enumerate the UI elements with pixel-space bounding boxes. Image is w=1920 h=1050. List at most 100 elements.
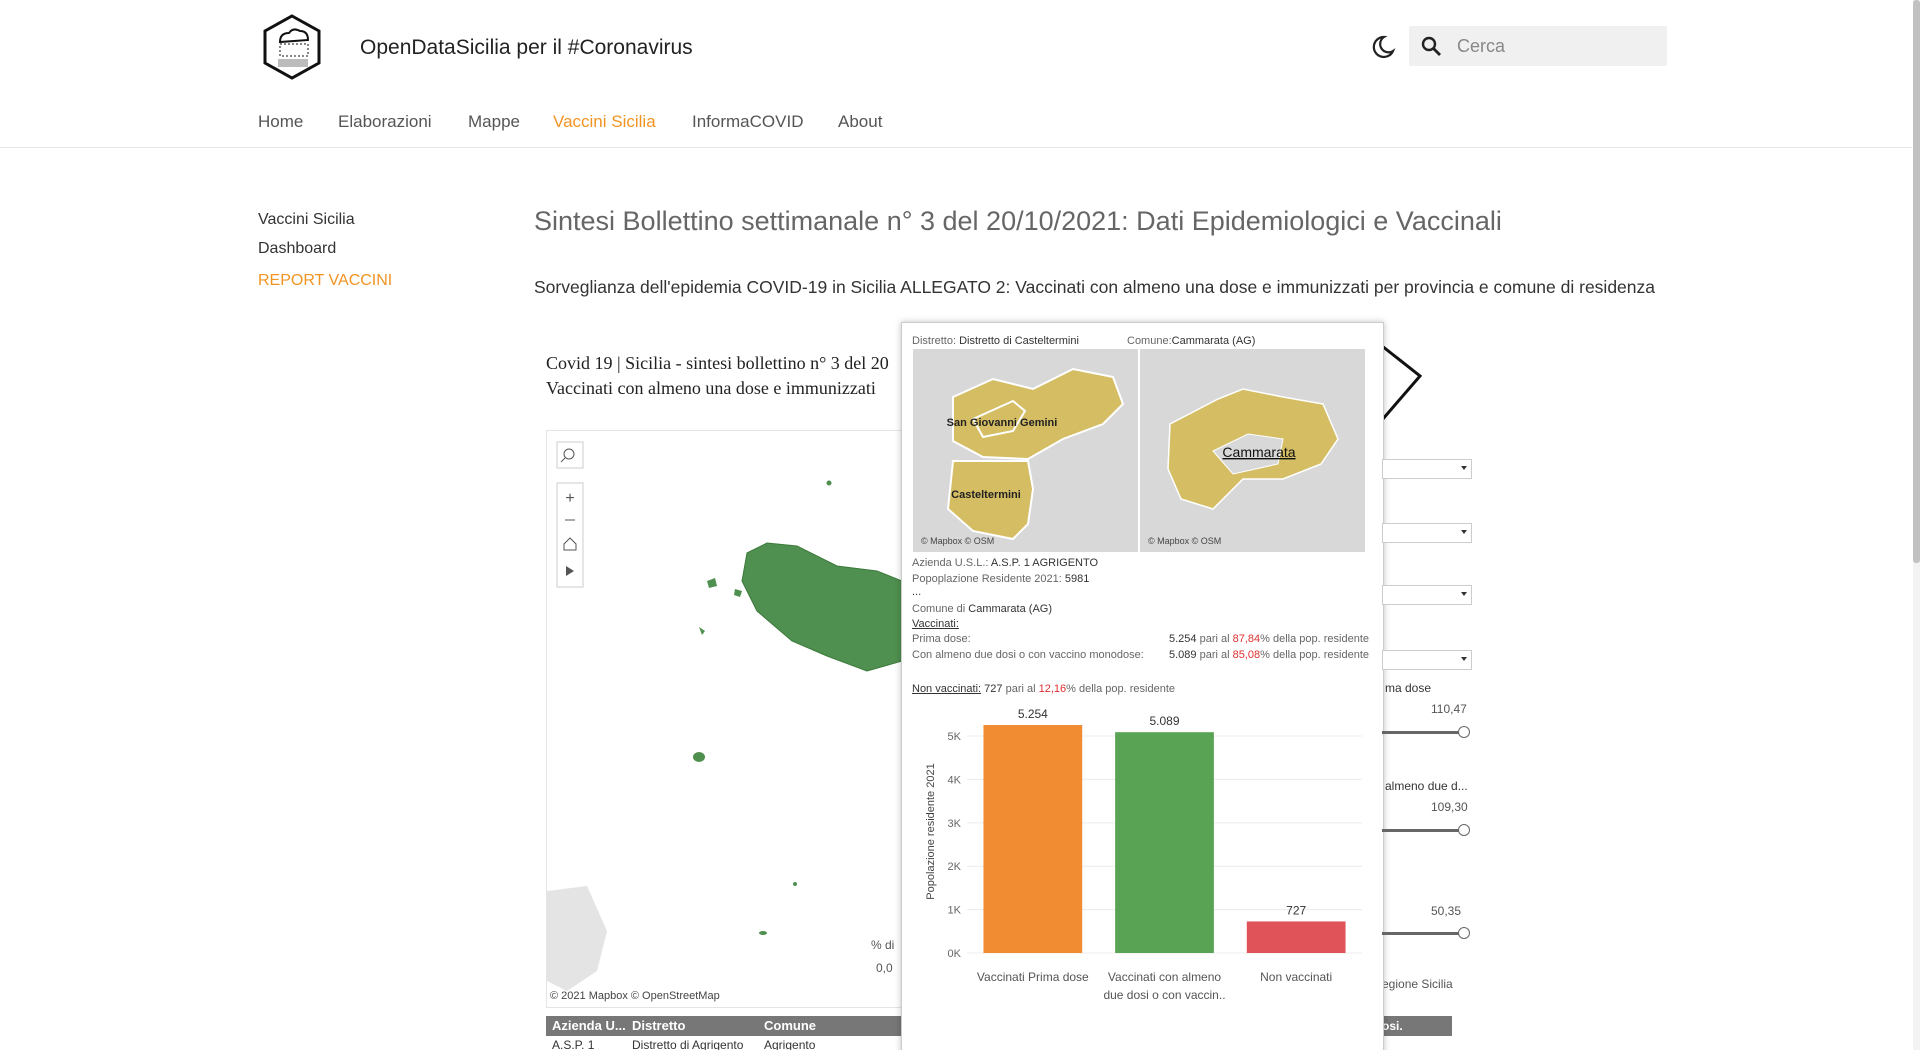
label: Azienda U.S.L.: — [912, 557, 989, 569]
dropdown-arrow — [1461, 530, 1467, 534]
nav-item[interactable]: Home — [258, 112, 304, 131]
map-panel[interactable]: + © 2021 Mapbox © OpenStreetMap % di 0,0 — [546, 430, 903, 1008]
tooltip-row-values: 5.254 pari al 87,84% della pop. resident… — [1169, 633, 1369, 645]
filter-label: almeno due d... — [1385, 779, 1468, 793]
scrollbar[interactable] — [1913, 0, 1920, 1050]
slider-handle[interactable] — [1458, 927, 1470, 939]
count: 727 — [984, 683, 1003, 695]
search-box[interactable]: Cerca — [1409, 26, 1667, 66]
label: Comune di — [912, 603, 966, 615]
label: Popoplazione Residente 2021: — [912, 573, 1062, 585]
value: Cammarata (AG) — [1171, 335, 1256, 347]
dropdown[interactable] — [1382, 650, 1472, 670]
slider-track[interactable] — [1382, 932, 1464, 935]
x-tick-label: Vaccinati Prima dose — [976, 970, 1089, 984]
map-label: Casteltermini — [951, 489, 1021, 501]
sidebar-link[interactable]: Vaccini Sicilia — [258, 211, 355, 228]
article-title: Sintesi Bollettino settimanale n° 3 del … — [534, 206, 1502, 236]
sidebar-link[interactable]: REPORT VACCINI — [258, 272, 393, 289]
header-divider — [0, 147, 1912, 148]
percent: 87,84 — [1232, 633, 1261, 645]
map[interactable]: + — [547, 431, 902, 1007]
table-header — [546, 1016, 901, 1036]
article-subtitle: Sorveglianza dell'epidemia COVID-19 in S… — [534, 277, 1655, 297]
tail: della pop. residente — [1272, 649, 1369, 661]
value: A.S.P. 1 AGRIGENTO — [990, 557, 1099, 569]
region-label: egione Sicilia — [1382, 977, 1453, 991]
label: Non vaccinati: — [912, 683, 982, 695]
tooltip-maps: San Giovanni Gemini Casteltermini Cammar… — [913, 349, 1365, 552]
logo[interactable] — [262, 14, 322, 80]
label: Distretto: — [912, 335, 957, 347]
theme-toggle[interactable] — [1370, 34, 1396, 60]
map-credit: © Mapbox © OSM — [921, 536, 994, 546]
filter-value: 109,30 — [1431, 800, 1468, 814]
scrollbar-thumb[interactable] — [1913, 0, 1920, 563]
nav-item[interactable]: Mappe — [468, 112, 520, 131]
filter-label: ma dose — [1385, 681, 1432, 695]
tooltip-popolazione: Popoplazione Residente 2021: 5981 — [912, 573, 1089, 585]
map-credit: © Mapbox © OSM — [1148, 536, 1221, 546]
tooltip-row: Non vaccinati: 727 pari al 12,16% della … — [912, 683, 1175, 695]
x-tick-label: Vaccinati con almeno due dosi o con vacc… — [1103, 970, 1226, 1002]
slider-track[interactable] — [1382, 829, 1464, 832]
right-table-header: osi. — [1382, 1016, 1452, 1036]
tooltip-row: Con almeno due dosi o con vaccino monodo… — [912, 649, 1144, 661]
table-cell: Distretto di Agrigento — [632, 1038, 744, 1050]
dropdown[interactable] — [1382, 459, 1472, 479]
tooltip-row: Prima dose: — [912, 633, 971, 645]
sidebar-link[interactable]: Dashboard — [258, 240, 337, 257]
tail: della pop. residente — [1078, 683, 1175, 695]
slider-handle[interactable] — [1458, 824, 1470, 836]
label: Prima dose: — [912, 633, 971, 645]
tooltip-vaccinati-heading: Vaccinati: — [912, 618, 959, 630]
dropdown-arrow — [1461, 657, 1467, 661]
map-label: San Giovanni Gemini — [947, 417, 1058, 429]
search-placeholder: Cerca — [1457, 36, 1506, 56]
search-icon — [1421, 36, 1441, 56]
tooltip-distretto: Distretto: Distretto di Casteltermini — [912, 335, 1079, 347]
legend-value: 0,0 — [876, 961, 893, 975]
dropdown[interactable] — [1382, 585, 1472, 605]
pari: pari al — [1005, 683, 1036, 695]
dashboard-heading-2: Vaccinati con almeno una dose e immunizz… — [546, 378, 876, 398]
tooltip-row-values: 5.089 pari al 85,08% della pop. resident… — [1169, 649, 1369, 661]
dropdown-arrow — [1461, 592, 1467, 596]
percent: 12,16 — [1038, 683, 1067, 695]
nav-item[interactable]: Vaccini Sicilia — [553, 112, 656, 131]
dashboard-heading-1: Covid 19 | Sicilia - sintesi bollettino … — [546, 353, 889, 373]
table-header-cell: Distretto — [632, 1018, 686, 1033]
unit: % — [1260, 649, 1270, 661]
unit: % — [1066, 683, 1076, 695]
nav-item[interactable]: About — [838, 112, 883, 131]
dropdown-arrow — [1461, 466, 1467, 470]
dropdown[interactable] — [1382, 523, 1472, 543]
table-header-cell: Azienda U... — [552, 1018, 626, 1033]
tooltip-azienda: Azienda U.S.L.: A.S.P. 1 AGRIGENTO — [912, 557, 1098, 569]
slider-handle[interactable] — [1458, 726, 1470, 738]
filter-value: 110,47 — [1431, 702, 1467, 716]
nav-item[interactable]: InformaCOVID — [692, 112, 804, 131]
table-cell: Agrigento — [764, 1038, 816, 1050]
map-credit[interactable]: © 2021 Mapbox © OpenStreetMap — [550, 990, 720, 1002]
value: Distretto di Casteltermini — [959, 335, 1079, 347]
site-title[interactable]: OpenDataSicilia per il #Coronavirus — [360, 36, 693, 59]
map-label: Cammarata — [1222, 444, 1295, 460]
percent: 85,08 — [1232, 649, 1261, 661]
tooltip-comune-line: Comune di Cammarata (AG) — [912, 603, 1052, 615]
unit: % — [1260, 633, 1270, 645]
slider-track[interactable] — [1382, 731, 1464, 734]
nav-item[interactable]: Elaborazioni — [338, 112, 432, 131]
label: Comune: — [1127, 335, 1172, 347]
table-header-cell: Comune — [764, 1018, 816, 1033]
pari: pari al — [1199, 649, 1230, 661]
table-cell: A.S.P. 1 — [552, 1038, 595, 1050]
count: 5.254 — [1168, 633, 1197, 645]
tail: della pop. residente — [1272, 633, 1369, 645]
x-tick-label: Non vaccinati — [1260, 970, 1333, 984]
value: Cammarata (AG) — [968, 603, 1053, 615]
tooltip-ellipsis: ... — [912, 586, 922, 598]
